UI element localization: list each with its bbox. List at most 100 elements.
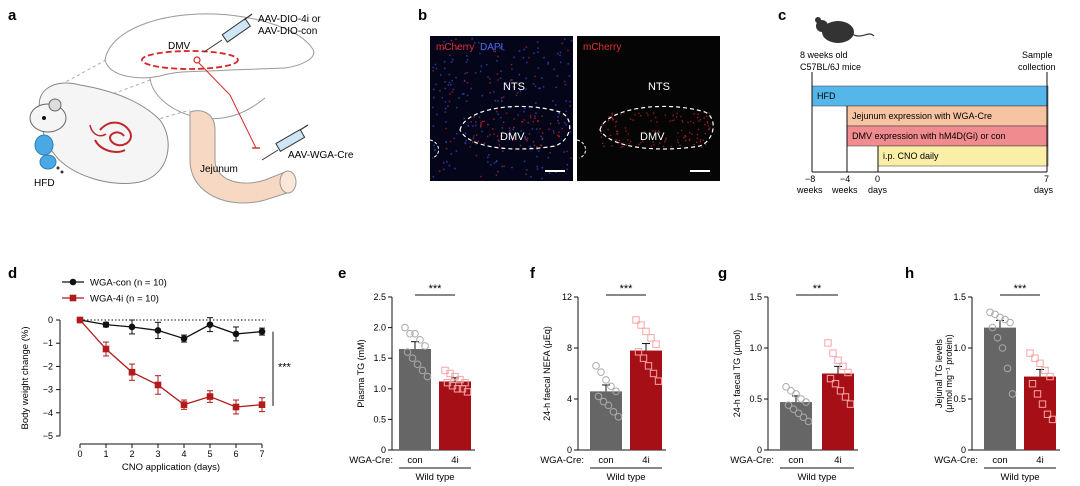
micrograph-speckle [672, 114, 674, 116]
micrograph-speckle [620, 146, 623, 148]
micrograph-speckle [454, 167, 456, 170]
micrograph-speckle [659, 131, 661, 134]
micrograph-speckle [500, 45, 503, 47]
micrograph-speckle [534, 115, 536, 117]
micrograph-left-dapi: DAPI [480, 42, 503, 53]
micrograph-speckle [541, 177, 543, 180]
y-tick-label: −5 [43, 431, 53, 441]
micrograph-speckle [555, 86, 557, 89]
micrograph-speckle [465, 139, 467, 142]
micrograph-speckle [557, 116, 559, 118]
panel-c-timeline: 8 weeks old C57BL/6J mice Sample collect… [796, 17, 1056, 195]
micrograph-speckle [475, 124, 477, 127]
micrograph-speckle [670, 145, 673, 148]
category-label: 4i [834, 455, 841, 466]
micrograph-speckle [465, 45, 468, 47]
micrograph-speckle [519, 144, 522, 147]
micrograph-speckle [561, 42, 564, 45]
micrograph-speckle [520, 130, 523, 132]
micrograph-speckle [569, 127, 572, 130]
significance-label: ** [813, 283, 822, 295]
micrograph-speckle [439, 90, 441, 92]
micrograph-speckle [495, 174, 498, 176]
micrograph-speckle [443, 47, 446, 50]
genotype-label: Wild type [1000, 472, 1039, 483]
micrograph-speckle [650, 120, 652, 122]
micrograph-speckle [534, 117, 536, 119]
micrograph-speckle [620, 142, 622, 145]
micrograph-speckle [644, 131, 646, 133]
individual-point [607, 382, 615, 391]
y-tick-label: 0.5 [749, 394, 762, 404]
micrograph-speckle [564, 83, 567, 86]
micrograph-speckle [445, 121, 447, 123]
y-axis-label: Plasma TG (mM) [356, 339, 366, 407]
micrograph-speckle [477, 140, 479, 143]
micrograph-speckle [676, 112, 678, 115]
micrograph-speckle [535, 128, 538, 130]
individual-point [841, 393, 850, 401]
micrograph-speckle [685, 139, 687, 142]
micrograph-speckle [708, 112, 710, 114]
micrograph-speckle [523, 110, 525, 113]
micrograph-speckle [497, 113, 500, 116]
micrograph-speckle [481, 130, 483, 133]
micrograph-speckle [700, 139, 702, 141]
micrograph-speckle [535, 102, 537, 104]
micrograph-speckle [569, 105, 571, 107]
individual-point [784, 401, 793, 409]
micrograph-speckle [664, 114, 667, 116]
micrograph-speckle [493, 50, 495, 53]
micrograph-speckle [536, 41, 539, 43]
micrograph-speckle [535, 112, 537, 114]
micrograph-speckle [496, 160, 498, 162]
micrograph-speckle [480, 126, 482, 128]
tick-zero-unit: days [868, 185, 888, 195]
micrograph-speckle [497, 170, 499, 173]
micrograph-speckle [516, 92, 519, 94]
micrograph-speckle [709, 127, 711, 129]
micrograph-speckle [449, 93, 451, 95]
micrograph-speckle [528, 56, 530, 59]
micrograph-speckle [530, 176, 532, 178]
individual-point [453, 385, 462, 393]
micrograph-speckle [526, 169, 528, 171]
micrograph-speckle [616, 130, 619, 132]
micrograph-speckle [638, 112, 640, 114]
micrograph-speckle [539, 144, 542, 146]
micrograph-speckle [467, 125, 470, 127]
micrograph-speckle [479, 124, 482, 126]
intestine-icon [89, 121, 132, 153]
micrograph-speckle [689, 132, 691, 134]
micrograph-speckle [653, 144, 655, 146]
micrograph-speckle [480, 122, 482, 124]
micrograph-speckle [501, 135, 504, 137]
micrograph-speckle [465, 100, 468, 102]
y-tick-label: 1.5 [953, 292, 966, 302]
micrograph-speckle [500, 70, 502, 72]
micrograph-speckle [509, 129, 511, 132]
tick-zero: 0 [875, 174, 880, 184]
micrograph-speckle [568, 75, 571, 77]
micrograph-speckle [508, 127, 511, 129]
micrograph-speckle [537, 51, 539, 54]
micrograph-speckle [449, 54, 451, 57]
micrograph-speckle [443, 40, 445, 43]
category-label: 4i [642, 455, 649, 466]
micrograph-speckle [684, 134, 687, 137]
individual-point [413, 360, 422, 369]
jejunum-bar-label: Jejunum expression with WGA-Cre [852, 111, 992, 121]
micrograph-speckle [603, 145, 605, 148]
y-tick-label: 1.5 [373, 353, 386, 363]
y-tick-label: −1 [43, 338, 53, 348]
micrograph-speckle [706, 120, 708, 123]
micrograph-speckle [529, 115, 532, 117]
micrograph-speckle [613, 118, 615, 121]
data-point [232, 403, 240, 411]
micrograph-speckle [478, 116, 481, 118]
micrograph-speckle [443, 61, 446, 63]
x-tick-label: 5 [207, 449, 212, 459]
micrograph-speckle [541, 166, 543, 169]
micrograph-speckle [536, 148, 538, 150]
category-label: con [598, 455, 613, 466]
